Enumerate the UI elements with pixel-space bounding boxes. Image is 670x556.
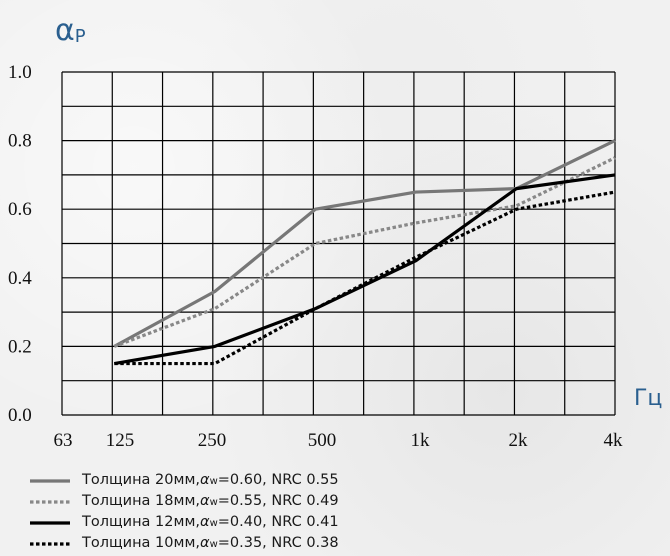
legend-label: Толщина 20мм, α w =0.60, NRC 0.55 <box>82 471 339 488</box>
series-line-1 <box>113 139 616 348</box>
series-layer <box>113 139 616 366</box>
y-tick-label: 0.4 <box>8 268 32 289</box>
legend-label: Толщина 10мм, α w =0.35, NRC 0.38 <box>82 534 339 551</box>
y-tick-label: 0.8 <box>8 131 32 152</box>
x-axis-label: Гц <box>634 386 662 411</box>
legend-swatch <box>30 541 70 546</box>
x-tick-label: 500 <box>308 430 337 451</box>
series-line-4 <box>114 190 616 366</box>
legend-label: Толщина 12мм, α w =0.40, NRC 0.41 <box>82 513 339 530</box>
y-axis-label: αP <box>55 13 86 48</box>
legend-swatch <box>30 478 70 483</box>
legend-swatch <box>30 520 70 525</box>
y-tick-label: 0.6 <box>8 199 32 220</box>
legend: Толщина 20мм, α w =0.60, NRC 0.55 Толщина 1… <box>30 470 339 554</box>
legend-entry: Толщина 12мм, α w =0.40, NRC 0.41 <box>30 512 339 533</box>
x-tick-label: 4k <box>604 430 624 451</box>
y-tick-label: 1.0 <box>8 62 32 83</box>
legend-label: Толщина 18мм, α w =0.55, NRC 0.49 <box>82 492 339 509</box>
x-tick-label: 125 <box>106 430 135 451</box>
grid <box>61 71 616 416</box>
acoustic-absorption-chart: αP Гц 1.0 0.8 0.6 0.4 0.2 0.0 63 125 250 500 1k 2k… <box>8 13 662 451</box>
legend-swatch <box>30 499 70 504</box>
series-line-2 <box>113 156 616 348</box>
legend-entry: Толщина 10мм, α w =0.35, NRC 0.38 <box>30 533 339 554</box>
legend-entry: Толщина 18мм, α w =0.55, NRC 0.49 <box>30 491 339 512</box>
series-line-3 <box>114 173 616 366</box>
x-tick-label: 2k <box>509 430 529 451</box>
x-tick-label: 1k <box>411 430 431 451</box>
x-tick-labels: 63 125 250 500 1k 2k 4k <box>54 430 624 451</box>
x-tick-label: 250 <box>198 430 227 451</box>
y-tick-labels: 1.0 0.8 0.6 0.4 0.2 0.0 <box>8 62 32 426</box>
y-tick-label: 0.2 <box>8 336 32 357</box>
y-tick-label: 0.0 <box>8 405 32 426</box>
legend-entry: Толщина 20мм, α w =0.60, NRC 0.55 <box>30 470 339 491</box>
x-tick-label: 63 <box>54 430 73 451</box>
